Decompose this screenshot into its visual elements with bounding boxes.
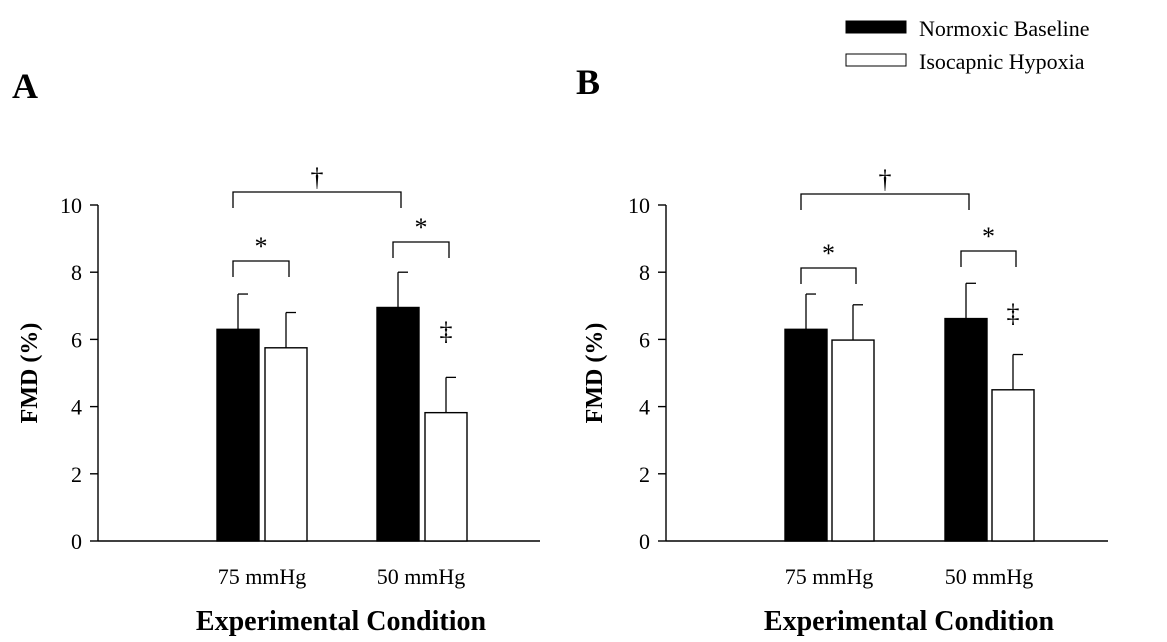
y-tick-label-2-a: 2 bbox=[71, 462, 82, 487]
y-axis-title-a: FMD (%) bbox=[17, 323, 43, 424]
y-tick-label-4-a: 4 bbox=[71, 395, 82, 420]
x-axis-title-a: Experimental Condition bbox=[196, 606, 487, 637]
y-tick-label-10-a: 10 bbox=[60, 193, 82, 218]
legend-label-isocapnic: Isocapnic Hypoxia bbox=[919, 49, 1085, 74]
category-label-0-a: 75 mmHg bbox=[218, 564, 307, 589]
condition-significance-a-bracket bbox=[233, 192, 401, 208]
pair-significance-1-b-bracket bbox=[961, 251, 1016, 267]
pair-significance-1-a-symbol: * bbox=[415, 213, 428, 242]
y-axis-title-b: FMD (%) bbox=[582, 323, 608, 424]
y-tick-label-10-b: 10 bbox=[628, 193, 650, 218]
hypoxia-vs-75-symbol-b: ‡ bbox=[1007, 299, 1020, 328]
bar-isocapnic-0-b bbox=[832, 340, 874, 541]
pair-significance-0-a-symbol: * bbox=[255, 232, 268, 261]
panel-b: B 0 2 4 6 8 10 75 mmHg 50 mmHg * * † ‡ FMD (%) Expe… bbox=[576, 62, 1108, 637]
category-label-0-b: 75 mmHg bbox=[785, 564, 874, 589]
bar-isocapnic-1-a bbox=[425, 413, 467, 541]
pair-significance-1-a-bracket bbox=[393, 242, 449, 258]
plot-area-b: 0 2 4 6 8 10 75 mmHg 50 mmHg * * † ‡ bbox=[628, 165, 1108, 589]
condition-significance-b-bracket bbox=[801, 194, 969, 210]
bar-isocapnic-0-a bbox=[265, 348, 307, 541]
hypoxia-vs-75-symbol-a: ‡ bbox=[440, 317, 453, 346]
panel-letter-b: B bbox=[576, 62, 600, 102]
pair-significance-0-b-bracket bbox=[801, 268, 856, 284]
y-tick-label-6-b: 6 bbox=[639, 327, 650, 352]
pair-significance-1-b-symbol: * bbox=[982, 222, 995, 251]
y-tick-label-8-b: 8 bbox=[639, 260, 650, 285]
panel-a: A 0 2 4 6 8 10 75 mmHg 50 mmHg * * † ‡ FMD (%) Expe… bbox=[12, 66, 540, 637]
bar-normoxic-1-b bbox=[945, 319, 987, 541]
y-tick-label-4-b: 4 bbox=[639, 395, 650, 420]
x-axis-title-b: Experimental Condition bbox=[764, 606, 1055, 637]
bar-normoxic-0-b bbox=[785, 329, 827, 541]
legend: Normoxic Baseline Isocapnic Hypoxia bbox=[846, 16, 1089, 74]
condition-significance-b-symbol: † bbox=[879, 165, 892, 194]
condition-significance-a-symbol: † bbox=[311, 163, 324, 192]
bar-isocapnic-1-b bbox=[992, 390, 1034, 541]
pair-significance-0-b-symbol: * bbox=[822, 239, 835, 268]
y-tick-label-8-a: 8 bbox=[71, 260, 82, 285]
legend-label-normoxic: Normoxic Baseline bbox=[919, 16, 1089, 41]
bar-normoxic-0-a bbox=[217, 329, 259, 541]
bar-normoxic-1-a bbox=[377, 307, 419, 541]
y-tick-label-0-b: 0 bbox=[639, 529, 650, 554]
pair-significance-0-a-bracket bbox=[233, 261, 289, 277]
legend-swatch-normoxic bbox=[846, 21, 906, 33]
y-tick-label-2-b: 2 bbox=[639, 462, 650, 487]
category-label-1-a: 50 mmHg bbox=[377, 564, 466, 589]
legend-swatch-isocapnic bbox=[846, 54, 906, 66]
panel-letter-a: A bbox=[12, 66, 38, 106]
y-tick-label-0-a: 0 bbox=[71, 529, 82, 554]
category-label-1-b: 50 mmHg bbox=[945, 564, 1034, 589]
y-tick-label-6-a: 6 bbox=[71, 327, 82, 352]
plot-area-a: 0 2 4 6 8 10 75 mmHg 50 mmHg * * † ‡ bbox=[60, 163, 540, 589]
